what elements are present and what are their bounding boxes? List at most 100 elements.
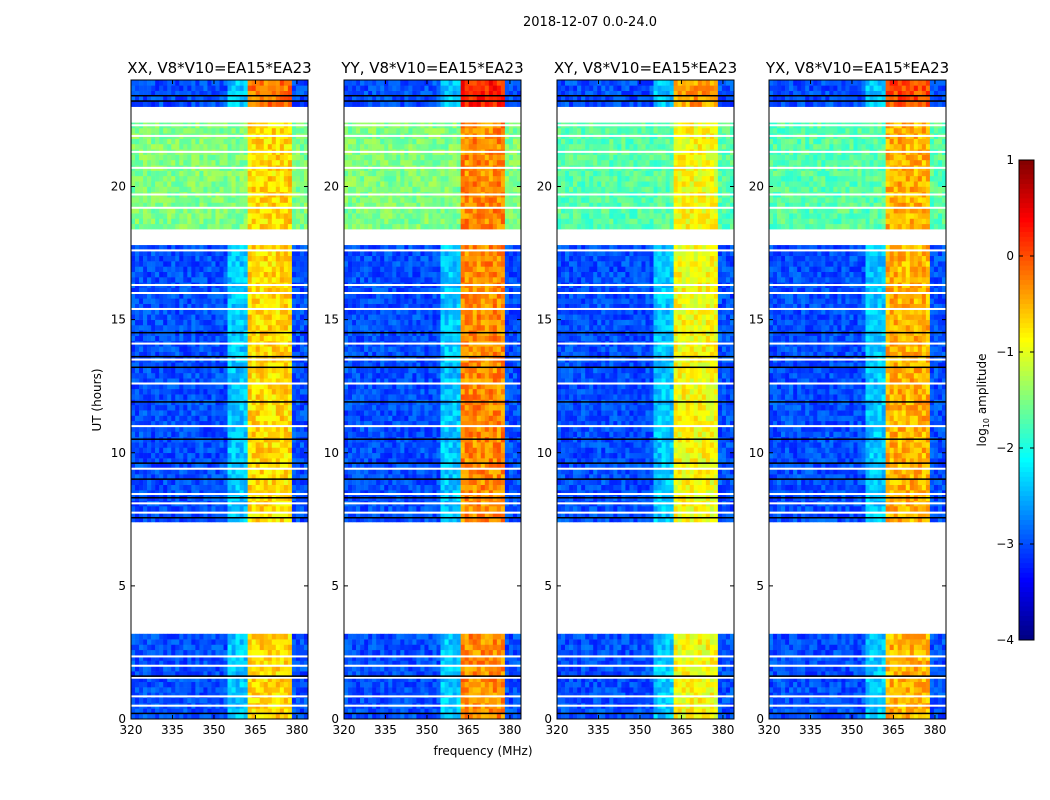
gap-row [557, 331, 734, 334]
flagged-row [769, 249, 946, 252]
gap-row [769, 331, 946, 334]
gap-row [344, 462, 521, 464]
colorbar-segment [1019, 400, 1034, 406]
flagged-row [557, 655, 734, 658]
flagged-row [557, 664, 734, 667]
x-tick-label: 365 [244, 723, 267, 737]
y-tick-label: 20 [324, 180, 339, 194]
gap-row [769, 497, 946, 499]
y-tick-label: 10 [111, 446, 126, 460]
flagged-row [344, 292, 521, 294]
flagged-row [131, 292, 308, 294]
flagged-row [344, 425, 521, 428]
colorbar-segment [1019, 332, 1034, 339]
flagged-row [769, 166, 946, 169]
colorbar-segment [1019, 256, 1034, 262]
colorbar-segment [1019, 467, 1034, 473]
colorbar-segment [1019, 548, 1034, 555]
colorbar-segment [1019, 174, 1034, 180]
colorbar-segment [1019, 203, 1034, 209]
colorbar-segment [1019, 179, 1034, 185]
gap-row [557, 94, 734, 97]
flagged-row [769, 382, 946, 385]
flagged-row [344, 342, 521, 345]
colorbar-segment [1019, 524, 1034, 531]
flagged-row [131, 134, 308, 137]
flagged-row [557, 124, 734, 127]
flagged-row [557, 206, 734, 209]
flagged-row [131, 206, 308, 209]
colorbar-segment [1019, 251, 1034, 257]
flagged-row [344, 664, 521, 667]
x-tick-label: 335 [161, 723, 184, 737]
flagged-row [344, 493, 521, 496]
gap-row [557, 462, 734, 464]
flagged-row [557, 493, 734, 496]
flagged-row [344, 249, 521, 252]
gap-row [344, 331, 521, 334]
colorbar-segment [1019, 476, 1034, 483]
colorbar-segment [1019, 606, 1034, 612]
colorbar-tick-label: −1 [996, 345, 1014, 359]
colorbar-segment [1019, 438, 1034, 444]
colorbar-segment [1019, 376, 1034, 382]
gap-row [769, 94, 946, 97]
flagged-row [769, 664, 946, 667]
gap-row [769, 100, 946, 102]
colorbar-segment [1019, 361, 1034, 367]
colorbar-segment [1019, 164, 1034, 171]
flagged-row [769, 425, 946, 428]
colorbar-segment [1019, 572, 1034, 579]
gap-row [344, 478, 521, 480]
colorbar-segment [1019, 342, 1034, 348]
y-tick-label: 5 [118, 579, 126, 593]
colorbar-segment [1019, 275, 1034, 281]
colorbar-segment [1019, 462, 1034, 468]
flagged-row [131, 676, 308, 679]
gap-row [344, 355, 521, 358]
colorbar-segment [1019, 520, 1034, 526]
colorbar-segment [1019, 500, 1034, 507]
x-axis-label: frequency (MHz) [433, 744, 532, 758]
x-tick-label: 380 [923, 723, 946, 737]
flagged-row [344, 124, 521, 127]
gap-row [769, 366, 946, 369]
flagged-row [557, 358, 734, 361]
colorbar-segment [1019, 217, 1034, 223]
gap-row [131, 366, 308, 369]
flagged-row [131, 193, 308, 196]
panel-title: YX, V8*V10=EA15*EA23 [765, 59, 949, 77]
flagged-row [557, 342, 734, 345]
flagged-row [769, 695, 946, 698]
colorbar-segment [1019, 635, 1034, 641]
flagged-row [344, 206, 521, 209]
figure-suptitle: 2018-12-07 0.0-24.0 [523, 15, 657, 30]
flagged-row [557, 511, 734, 514]
colorbar-segment [1019, 289, 1034, 295]
flagged-row [131, 342, 308, 345]
colorbar-segment [1019, 371, 1034, 377]
flagged-row [557, 382, 734, 385]
spectrogram-image [557, 80, 735, 720]
colorbar-segment [1019, 304, 1034, 310]
flagged-row [557, 695, 734, 698]
colorbar-segment [1019, 448, 1034, 454]
flagged-row [344, 150, 521, 153]
flagged-row [769, 193, 946, 196]
spectrogram-image [769, 80, 947, 720]
gap-row [769, 355, 946, 358]
colorbar-frame [1018, 159, 1035, 641]
flagged-row [557, 425, 734, 428]
y-axis-label: UT (hours) [90, 368, 104, 431]
panel-title: XY, V8*V10=EA15*EA23 [554, 59, 737, 77]
x-tick-label: 350 [416, 723, 439, 737]
colorbar-segment [1019, 246, 1034, 252]
gap-row [344, 497, 521, 499]
flagged-row [131, 493, 308, 496]
x-tick-label: 365 [882, 723, 905, 737]
gap-row [344, 712, 521, 715]
y-tick-label: 10 [324, 446, 339, 460]
colorbar-segment [1019, 270, 1034, 276]
colorbar-segment [1019, 515, 1034, 521]
colorbar-segment [1019, 472, 1034, 478]
